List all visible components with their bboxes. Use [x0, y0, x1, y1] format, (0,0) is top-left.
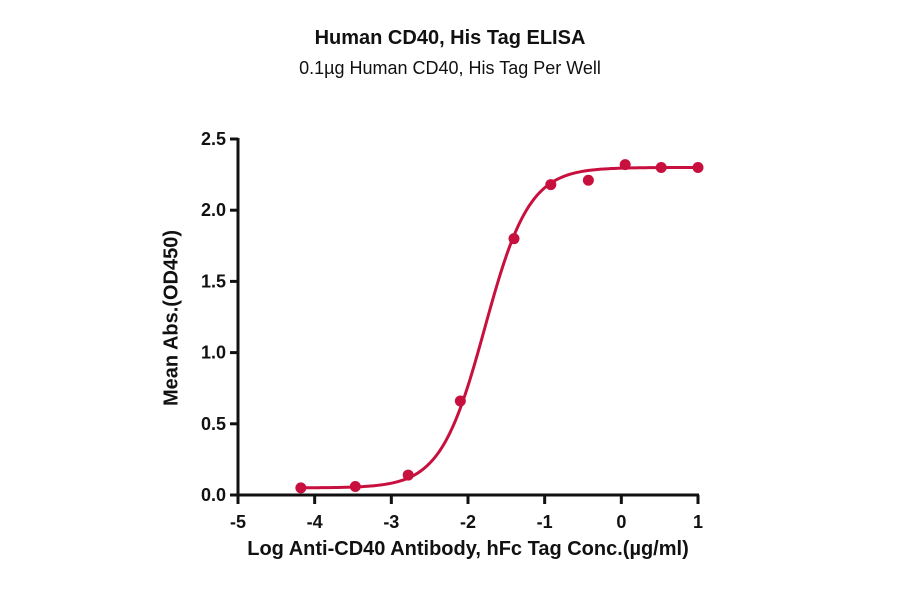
x-tick-label: -5: [230, 512, 246, 532]
fit-curve: [300, 166, 698, 490]
data-point: [508, 233, 520, 245]
data-point: [349, 480, 361, 492]
data-point: [692, 161, 704, 173]
chart-title: Human CD40, His Tag ELISA: [314, 27, 586, 49]
x-tick-label: 1: [693, 512, 703, 532]
y-tick-label: 2.5: [201, 129, 226, 149]
data-point: [545, 179, 557, 191]
y-axis-label: Mean Abs.(OD450): [160, 230, 183, 406]
x-axis-label: Log Anti-CD40 Antibody, hFc Tag Conc.(µg…: [247, 538, 689, 560]
y-tick-label: 0.0: [201, 485, 226, 505]
data-point: [619, 159, 631, 171]
data-point: [295, 482, 307, 494]
data-points: [295, 159, 704, 494]
y-tick-label: 2.0: [201, 200, 226, 220]
x-tick-label: -3: [383, 512, 399, 532]
data-point: [402, 469, 414, 481]
y-tick-label: 1.0: [201, 343, 226, 363]
x-axis: -5 -4 -3 -2 -1 0 1: [230, 493, 703, 532]
y-tick-label: 1.5: [201, 271, 226, 291]
data-point: [582, 174, 594, 186]
y-axis: 0.0 0.5 1.0 1.5 2.0 2.5: [201, 129, 240, 505]
x-tick-label: 0: [616, 512, 626, 532]
data-point: [655, 161, 667, 173]
chart-subtitle: 0.1µg Human CD40, His Tag Per Well: [299, 58, 601, 78]
x-tick-label: -1: [537, 512, 553, 532]
data-point: [454, 395, 466, 407]
y-tick-label: 0.5: [201, 414, 226, 434]
x-tick-label: -4: [307, 512, 323, 532]
x-tick-label: -2: [460, 512, 476, 532]
